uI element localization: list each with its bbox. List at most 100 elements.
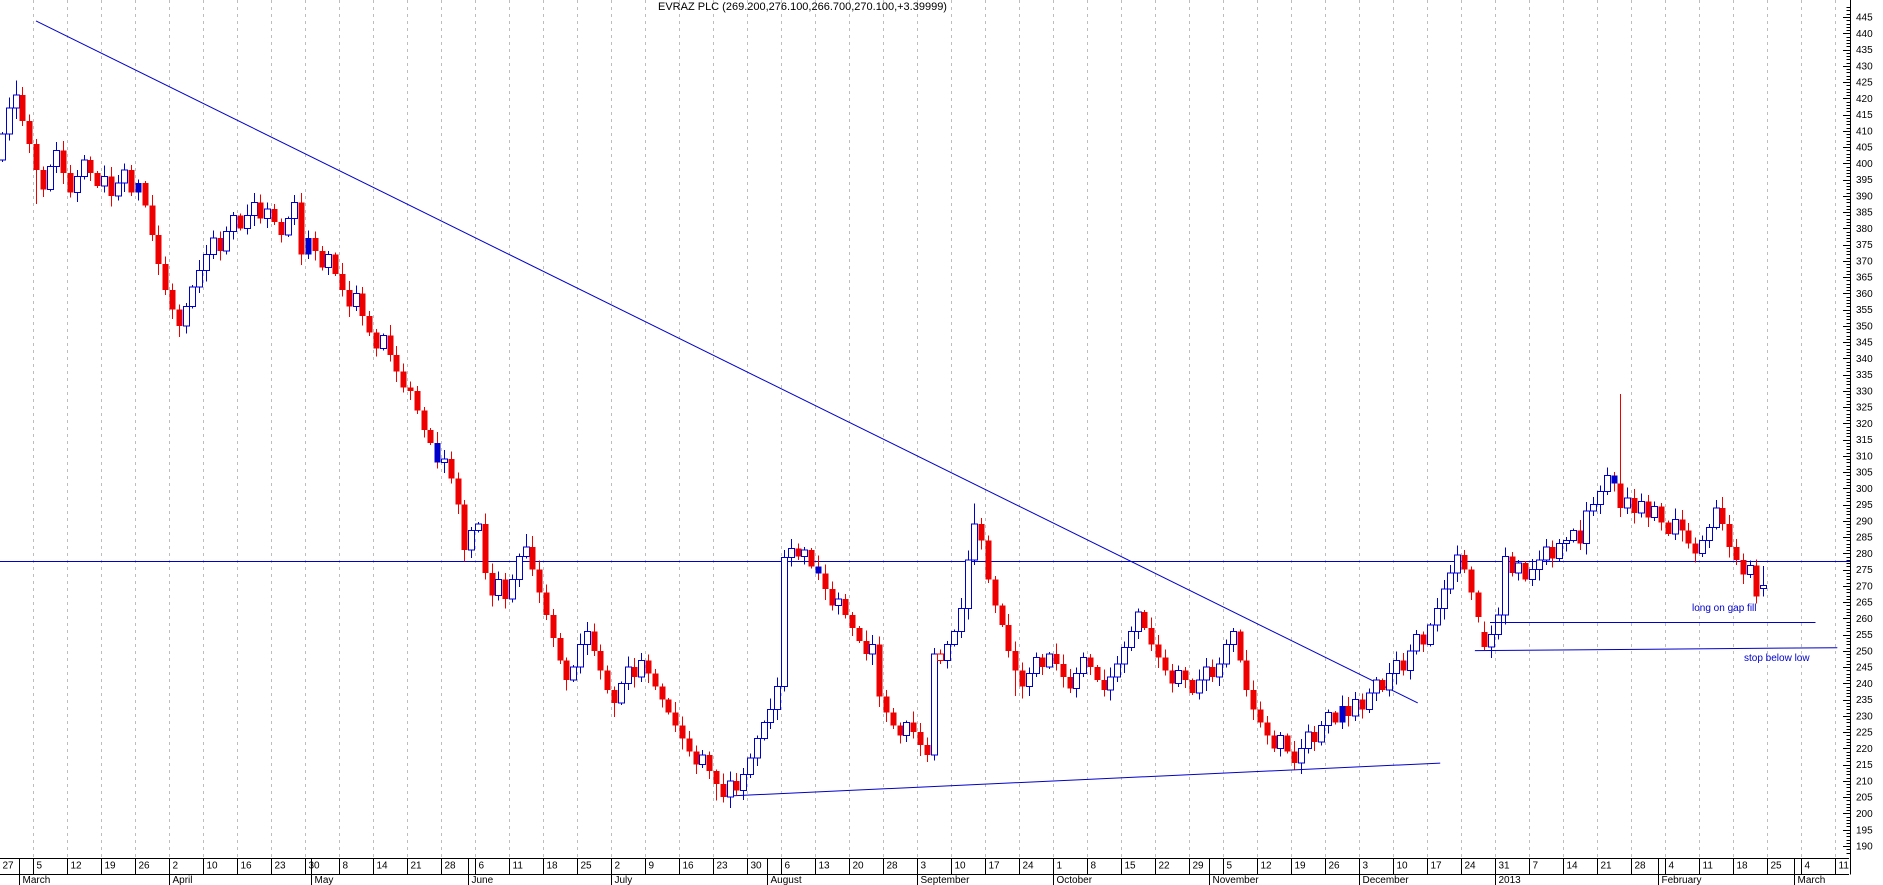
svg-text:12: 12	[71, 861, 83, 872]
svg-text:May: May	[315, 875, 334, 885]
svg-text:355: 355	[1856, 305, 1873, 316]
downtrend-line[interactable]	[35, 20, 1418, 704]
svg-text:2: 2	[173, 861, 179, 872]
svg-text:February: February	[1662, 875, 1702, 885]
svg-text:260: 260	[1856, 614, 1873, 625]
svg-text:24: 24	[1023, 861, 1035, 872]
svg-text:14: 14	[1567, 861, 1579, 872]
svg-text:6: 6	[479, 861, 485, 872]
svg-text:325: 325	[1856, 403, 1873, 414]
svg-text:4: 4	[1805, 861, 1811, 872]
svg-text:210: 210	[1856, 776, 1873, 787]
svg-text:26: 26	[1329, 861, 1341, 872]
svg-text:March: March	[1798, 875, 1826, 885]
svg-text:400: 400	[1856, 159, 1873, 170]
svg-text:285: 285	[1856, 533, 1873, 544]
svg-text:11: 11	[513, 861, 524, 872]
svg-text:215: 215	[1856, 760, 1873, 771]
svg-text:March: March	[23, 875, 51, 885]
svg-text:230: 230	[1856, 711, 1873, 722]
svg-text:415: 415	[1856, 110, 1873, 121]
svg-text:31: 31	[1499, 861, 1511, 872]
svg-text:April: April	[173, 875, 193, 885]
svg-text:335: 335	[1856, 370, 1873, 381]
svg-text:23: 23	[717, 861, 729, 872]
svg-text:1: 1	[1057, 861, 1063, 872]
x-axis: 27 5 12 19 26 2 10 16 23 30 8 14 21 28 6 11 18 25 2 9 16 23 30…	[0, 858, 1849, 885]
svg-text:July: July	[615, 875, 633, 885]
gap-fill-annotation[interactable]: long on gap fill	[1692, 603, 1757, 614]
svg-text:225: 225	[1856, 728, 1873, 739]
svg-text:28: 28	[445, 861, 457, 872]
svg-text:25: 25	[1771, 861, 1783, 872]
stop-loss-annotation[interactable]: stop below low	[1744, 653, 1810, 664]
stop-level-line[interactable]	[1474, 647, 1838, 652]
svg-text:380: 380	[1856, 224, 1873, 235]
svg-text:340: 340	[1856, 354, 1873, 365]
svg-text:420: 420	[1856, 94, 1873, 105]
svg-text:290: 290	[1856, 516, 1873, 527]
svg-text:255: 255	[1856, 630, 1873, 641]
svg-text:2: 2	[615, 861, 621, 872]
svg-text:16: 16	[683, 861, 695, 872]
svg-text:26: 26	[139, 861, 151, 872]
svg-text:315: 315	[1856, 435, 1873, 446]
svg-text:12: 12	[1261, 861, 1273, 872]
svg-text:28: 28	[887, 861, 899, 872]
svg-text:360: 360	[1856, 289, 1873, 300]
svg-text:385: 385	[1856, 208, 1873, 219]
svg-text:410: 410	[1856, 126, 1873, 137]
svg-text:235: 235	[1856, 695, 1873, 706]
svg-text:445: 445	[1856, 13, 1873, 24]
svg-text:310: 310	[1856, 451, 1873, 462]
svg-text:October: October	[1057, 875, 1093, 885]
svg-text:4: 4	[1669, 861, 1675, 872]
svg-text:250: 250	[1856, 646, 1873, 657]
svg-text:10: 10	[1397, 861, 1409, 872]
svg-text:405: 405	[1856, 143, 1873, 154]
svg-text:350: 350	[1856, 321, 1873, 332]
svg-text:December: December	[1363, 875, 1410, 885]
svg-text:9: 9	[649, 861, 655, 872]
svg-text:435: 435	[1856, 45, 1873, 56]
svg-text:25: 25	[581, 861, 593, 872]
svg-text:395: 395	[1856, 175, 1873, 186]
svg-text:11: 11	[1703, 861, 1714, 872]
svg-text:August: August	[771, 875, 802, 885]
svg-text:21: 21	[1601, 861, 1613, 872]
svg-text:16: 16	[241, 861, 253, 872]
svg-text:30: 30	[309, 861, 321, 872]
svg-text:14: 14	[377, 861, 389, 872]
svg-text:3: 3	[1363, 861, 1369, 872]
svg-text:18: 18	[1737, 861, 1749, 872]
svg-text:21: 21	[411, 861, 423, 872]
svg-text:November: November	[1213, 875, 1260, 885]
svg-text:June: June	[472, 875, 494, 885]
svg-text:330: 330	[1856, 386, 1873, 397]
svg-text:15: 15	[1125, 861, 1137, 872]
svg-text:8: 8	[343, 861, 349, 872]
svg-text:20: 20	[853, 861, 865, 872]
svg-text:220: 220	[1856, 744, 1873, 755]
svg-text:19: 19	[1295, 861, 1307, 872]
svg-text:29: 29	[1193, 861, 1205, 872]
svg-text:17: 17	[1431, 861, 1443, 872]
svg-text:200: 200	[1856, 809, 1873, 820]
svg-text:7: 7	[1533, 861, 1539, 872]
svg-text:30: 30	[751, 861, 763, 872]
svg-text:8: 8	[1091, 861, 1097, 872]
svg-text:2013: 2013	[1499, 875, 1522, 885]
svg-text:17: 17	[989, 861, 1001, 872]
support-line[interactable]	[722, 762, 1441, 797]
svg-text:270: 270	[1856, 581, 1873, 592]
svg-text:275: 275	[1856, 565, 1873, 576]
svg-text:28: 28	[1635, 861, 1647, 872]
y-axis: 190 195 200 205 210 215 220 225 230 235 240 245 250 2…	[1843, 0, 1873, 875]
svg-text:September: September	[921, 875, 971, 885]
svg-text:280: 280	[1856, 549, 1873, 560]
svg-text:10: 10	[955, 861, 967, 872]
svg-text:190: 190	[1856, 842, 1873, 853]
svg-text:300: 300	[1856, 484, 1873, 495]
svg-text:24: 24	[1465, 861, 1477, 872]
